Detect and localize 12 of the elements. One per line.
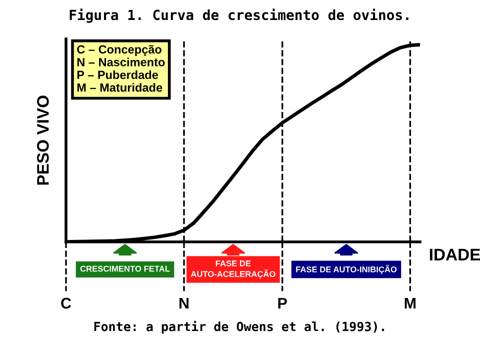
text: CRESCIMENTO FETAL — [80, 266, 170, 272]
x-tick-label: M — [404, 298, 416, 308]
y-axis-title: PESO VIVO — [37, 96, 49, 185]
annotation: C – Concepção N – Nascimento P – Puberdade M – Maturidade — [77, 44, 165, 92]
x-tick-label: C — [61, 298, 72, 309]
source-note: Fonte: a partir de Owens et al. (1993). — [94, 320, 384, 334]
x-tick-label: P — [278, 298, 287, 308]
chart-title: Figura 1. Curva de crescimento de ovinos. — [70, 8, 408, 23]
text: FASE DE AUTO-ACELERAÇÃO — [190, 260, 276, 279]
x-tick-label: N — [180, 298, 188, 308]
text: FASE DE AUTO-INIBIÇÃO — [296, 264, 397, 274]
x-axis-title: IDADE — [430, 248, 480, 260]
